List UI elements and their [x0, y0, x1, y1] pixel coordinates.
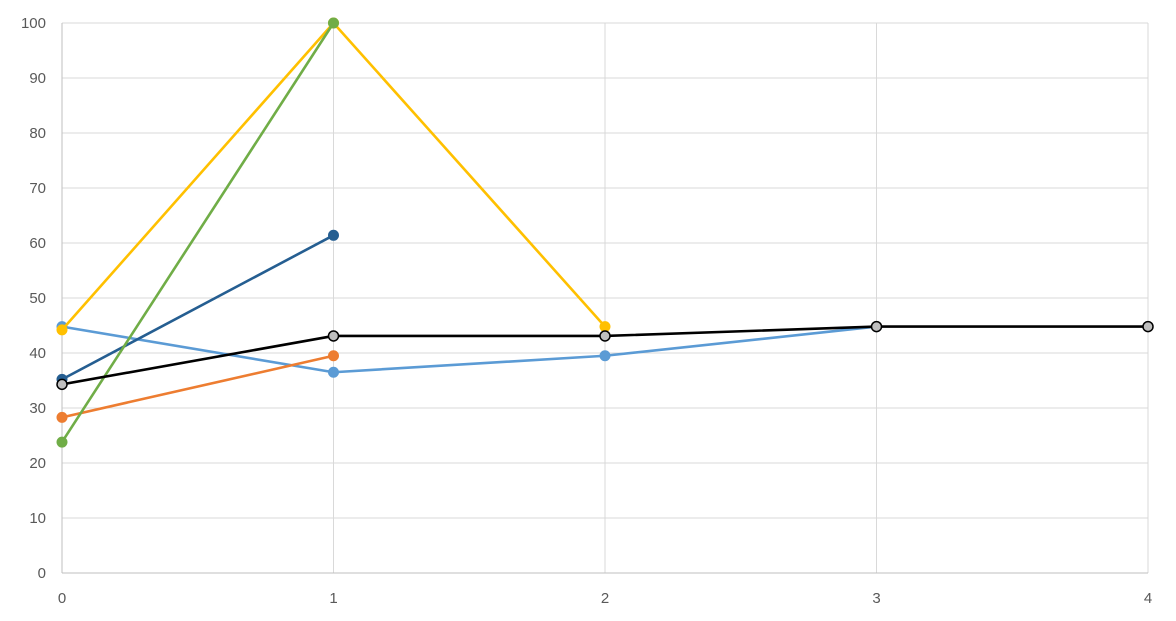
- data-point: [1142, 320, 1154, 333]
- y-tick-label: 10: [29, 510, 46, 527]
- gridlines: [62, 22, 1149, 573]
- y-tick-label: 20: [29, 455, 46, 472]
- series-5: [56, 17, 339, 448]
- y-tick-label: 70: [29, 180, 46, 197]
- x-tick-label: 0: [58, 590, 66, 607]
- data-point: [870, 320, 883, 333]
- axes: [61, 23, 1148, 574]
- x-axis-tick-labels: 0 1 2 3 4: [58, 590, 1152, 607]
- y-tick-label: 30: [29, 400, 46, 417]
- data-point: [56, 324, 68, 336]
- data-point: [328, 17, 339, 29]
- y-axis-tick-labels: 0 10 20 30 40 50 60 70 80 90 100: [21, 15, 46, 582]
- data-point: [56, 411, 68, 423]
- series-line: [60, 21, 335, 444]
- y-tick-label: 0: [38, 565, 46, 582]
- data-point: [599, 321, 611, 333]
- x-tick-label: 2: [601, 590, 609, 607]
- series-6: [56, 320, 1154, 391]
- data-point: [328, 229, 339, 241]
- y-tick-label: 90: [29, 70, 46, 87]
- data-point: [327, 330, 340, 342]
- x-tick-label: 4: [1144, 590, 1152, 607]
- data-point: [599, 350, 611, 362]
- series-2: [56, 350, 339, 423]
- data-point: [56, 436, 68, 448]
- y-tick-label: 40: [29, 345, 46, 362]
- data-point: [56, 378, 68, 391]
- data-point: [328, 366, 339, 378]
- y-tick-label: 50: [29, 290, 46, 307]
- series-line: [60, 234, 335, 381]
- series-line: [60, 325, 878, 374]
- y-tick-label: 80: [29, 125, 46, 142]
- x-tick-label: 3: [872, 590, 880, 607]
- y-tick-label: 60: [29, 235, 46, 252]
- data-point: [328, 350, 339, 362]
- data-point: [599, 330, 611, 342]
- series-layer: [56, 17, 1154, 448]
- x-tick-label: 1: [329, 590, 337, 607]
- series-line: [60, 354, 335, 419]
- y-tick-label: 100: [21, 15, 46, 32]
